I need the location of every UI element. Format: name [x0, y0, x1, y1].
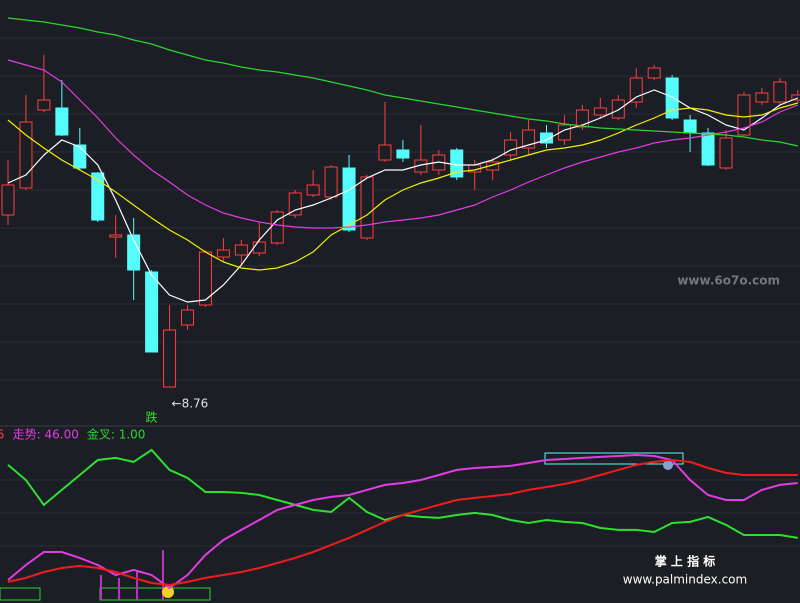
candle-body: [773, 81, 787, 103]
candle-body: [647, 67, 661, 79]
candle-body: [486, 161, 500, 171]
candle-body: [216, 249, 230, 258]
line-series: [7, 453, 798, 590]
watermark-title: 掌 上 指 标: [655, 554, 716, 569]
candle-body: [1, 184, 15, 216]
candle-body: [755, 92, 769, 103]
candle-body: [522, 129, 536, 149]
candle-body: [701, 132, 715, 166]
indicator-decor: [0, 452, 684, 601]
watermark-bg: [578, 548, 800, 590]
candle-body: [324, 166, 338, 198]
candle-body: [73, 144, 87, 169]
candle-body: [145, 271, 159, 353]
candle-body: [719, 137, 733, 169]
watermark: www.6o7o.com: [677, 274, 780, 288]
candle-body: [91, 172, 105, 221]
candle-body: [683, 119, 697, 134]
line-series: [7, 458, 798, 587]
candle-body: [342, 167, 356, 231]
line-series: [7, 448, 798, 539]
watermark-url: www.palmindex.com: [623, 573, 747, 587]
candle-body: [360, 176, 374, 239]
low-annotation: ←8.76: [172, 397, 209, 411]
candle-body: [593, 107, 607, 116]
line-series: [7, 17, 798, 147]
line-series: [7, 89, 799, 303]
candle-body: [575, 109, 589, 128]
signal-label: 跌: [146, 410, 158, 425]
candle-body: [791, 94, 800, 101]
line-series: [7, 59, 799, 229]
candle-body: [611, 99, 625, 119]
candle-body: [629, 77, 643, 103]
line-series: [7, 102, 798, 271]
candle-body: [306, 184, 320, 196]
candle-body: [396, 149, 410, 159]
candle-body: [163, 329, 177, 388]
candle-body: [270, 211, 284, 244]
indicator-label: 5: [0, 428, 5, 442]
candle-body: [252, 241, 266, 254]
indicator-label: 金叉: 1.00: [87, 427, 146, 442]
candle-body: [378, 144, 392, 161]
candle-body: [109, 234, 123, 238]
candle-body: [55, 107, 69, 136]
candle-body: [414, 159, 428, 173]
indicator-label: 走势: 46.00: [13, 428, 79, 442]
candle-body: [234, 244, 248, 256]
candle-body: [181, 309, 194, 326]
candle-body: [737, 94, 751, 136]
candle-body: [540, 132, 553, 144]
candle-body: [665, 77, 679, 119]
candle-body: [37, 99, 51, 111]
